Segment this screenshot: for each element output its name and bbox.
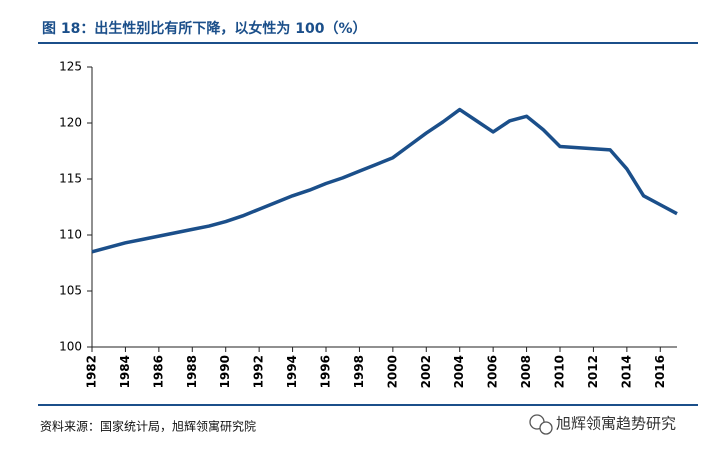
x-tick-label: 2006 [486, 355, 500, 388]
x-tick-label: 1992 [252, 355, 266, 388]
x-tick-label: 1990 [218, 355, 232, 388]
y-tick-label: 120 [59, 116, 82, 130]
y-tick-label: 110 [59, 228, 82, 242]
y-tick-label: 125 [59, 60, 82, 74]
x-tick-label: 2008 [519, 355, 533, 388]
x-tick-label: 1988 [185, 355, 199, 388]
watermark: 旭辉领寓趋势研究 [556, 415, 676, 433]
x-tick-label: 1998 [352, 355, 366, 388]
x-tick-label: 1986 [151, 355, 165, 388]
x-tick-label: 1996 [319, 355, 333, 388]
chart-title: 图 18：出生性别比有所下降，以女性为 100（%） [42, 20, 366, 37]
x-tick-label: 1994 [285, 355, 299, 388]
y-tick-label: 115 [59, 172, 82, 186]
x-tick-label: 1982 [85, 355, 99, 388]
x-tick-label: 2014 [619, 355, 633, 388]
series-line [91, 107, 678, 254]
x-tick-label: 2002 [419, 355, 433, 388]
source: 资料来源：国家统计局，旭辉领寓研究院 [40, 419, 256, 434]
y-tick-label: 105 [59, 284, 82, 298]
x-tick-label: 2010 [553, 355, 567, 388]
x-tick-label: 2000 [385, 355, 399, 388]
x-tick-label: 2012 [586, 355, 600, 388]
x-tick-label: 2004 [452, 355, 466, 388]
y-tick-label: 100 [59, 340, 82, 354]
x-tick-label: 1984 [118, 355, 132, 388]
watermark-icon [529, 414, 553, 435]
x-tick-label: 2016 [653, 355, 667, 388]
